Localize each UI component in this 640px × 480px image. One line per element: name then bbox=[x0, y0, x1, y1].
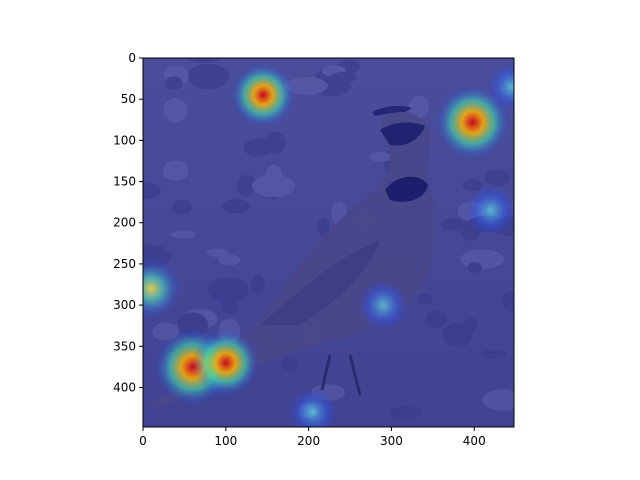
rock bbox=[243, 138, 272, 157]
y-axis-ticks: 0 50 100 150 200 250 300 350 400 bbox=[113, 51, 143, 394]
x-tick-label: 100 bbox=[214, 434, 237, 448]
heatmap-hotspot bbox=[143, 259, 181, 319]
rock bbox=[317, 217, 330, 237]
y-tick-label: 350 bbox=[113, 339, 136, 353]
heatmap-hotspot bbox=[487, 63, 514, 111]
rock bbox=[442, 322, 473, 348]
bird-horns bbox=[372, 105, 412, 116]
bird-wing bbox=[260, 240, 380, 325]
y-tick-label: 200 bbox=[113, 216, 136, 230]
rock bbox=[441, 217, 468, 231]
rock bbox=[218, 254, 241, 266]
y-tick-label: 0 bbox=[128, 51, 136, 65]
rock bbox=[425, 309, 447, 329]
heatmap-hotspots bbox=[143, 63, 514, 427]
bird-silhouette bbox=[150, 105, 435, 411]
x-tick-label: 0 bbox=[139, 434, 147, 448]
rock bbox=[250, 275, 265, 295]
x-tick-label: 400 bbox=[463, 434, 486, 448]
rock bbox=[481, 349, 507, 359]
rock bbox=[187, 63, 230, 90]
bird-legs bbox=[320, 354, 362, 396]
heatmap-hotspot bbox=[231, 63, 296, 128]
heatmap-hotspot bbox=[435, 85, 510, 160]
rock bbox=[170, 230, 197, 239]
rock bbox=[163, 97, 188, 123]
rock bbox=[368, 152, 392, 162]
x-tick-label: 300 bbox=[380, 434, 403, 448]
rock bbox=[390, 405, 422, 420]
heatmap-hotspot bbox=[289, 388, 337, 427]
rock bbox=[467, 262, 483, 274]
heatmap-hotspot bbox=[358, 280, 408, 330]
rock bbox=[251, 174, 296, 198]
y-tick-label: 250 bbox=[113, 257, 136, 271]
y-tick-label: 50 bbox=[121, 92, 136, 106]
y-tick-label: 150 bbox=[113, 175, 136, 189]
rock bbox=[416, 292, 433, 305]
x-axis-ticks: 0 100 200 300 400 bbox=[139, 427, 486, 448]
rock bbox=[188, 58, 221, 64]
rock bbox=[221, 199, 251, 214]
rock bbox=[330, 72, 357, 83]
rock bbox=[280, 357, 299, 372]
rock bbox=[208, 277, 249, 303]
rock bbox=[162, 160, 189, 181]
rock bbox=[484, 169, 511, 187]
bird-mask bbox=[380, 122, 425, 146]
rock bbox=[236, 174, 257, 196]
heatmap-hotspot bbox=[509, 292, 514, 319]
rock bbox=[408, 95, 429, 118]
rock bbox=[206, 248, 229, 257]
rock bbox=[143, 182, 161, 199]
plot-image bbox=[143, 58, 514, 427]
y-tick-label: 300 bbox=[113, 298, 136, 312]
rock bbox=[284, 76, 328, 95]
axes-frame bbox=[142, 57, 515, 428]
rock bbox=[172, 199, 192, 215]
bird-breast-band bbox=[385, 176, 428, 202]
y-tick-label: 400 bbox=[113, 380, 136, 394]
y-tick-label: 100 bbox=[113, 133, 136, 147]
rock bbox=[462, 178, 483, 192]
x-tick-label: 200 bbox=[297, 434, 320, 448]
heatmap-hotspot bbox=[466, 185, 514, 236]
rock bbox=[164, 76, 183, 90]
rock bbox=[482, 389, 514, 411]
heatmap-hotspot bbox=[192, 329, 260, 396]
